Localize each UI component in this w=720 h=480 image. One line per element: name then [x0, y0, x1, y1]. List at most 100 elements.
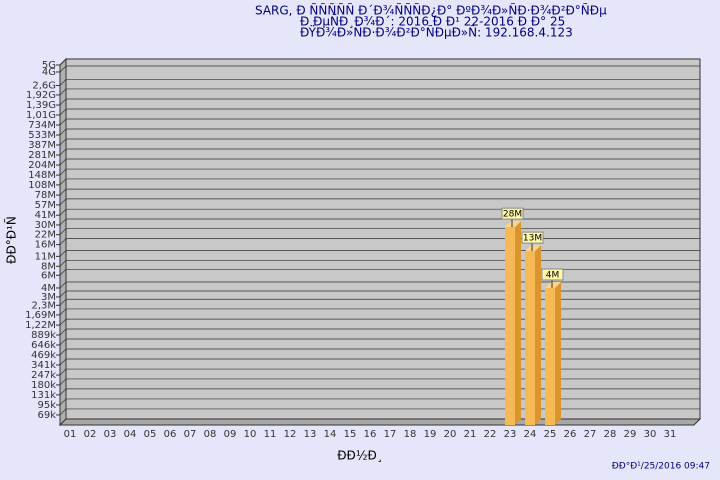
x-tick-label: 23	[504, 429, 517, 440]
value-label: 28M	[503, 210, 522, 220]
grid-line	[59, 358, 67, 366]
y-tick-label: 8M	[41, 261, 56, 272]
grid-line	[59, 228, 67, 235]
bar-top	[525, 245, 541, 252]
grid-line	[59, 188, 67, 196]
x-tick-label: 13	[304, 429, 317, 440]
x-tick-label: 02	[84, 429, 97, 440]
grid-line	[59, 408, 67, 416]
bar	[545, 287, 555, 425]
y-tick-label: 341k	[31, 360, 56, 371]
grid-line	[59, 158, 67, 166]
y-tick-label: 5G	[42, 60, 56, 71]
x-tick-label: 22	[484, 429, 497, 440]
y-tick-label: 646k	[31, 340, 56, 351]
x-tick-label: 28	[604, 429, 617, 440]
y-tick-label: 1,22M	[25, 320, 56, 331]
x-tick-label: 10	[244, 429, 257, 440]
x-tick-label: 01	[64, 429, 77, 440]
x-tick-label: 27	[584, 429, 597, 440]
grid-line	[59, 378, 67, 386]
grid-line	[59, 58, 67, 66]
grid-line	[59, 338, 67, 346]
bar-top	[545, 281, 561, 288]
bar	[505, 227, 515, 425]
y-tick-label: 69k	[37, 410, 56, 421]
x-axis-label: ĐĐ½Đ¸	[337, 449, 383, 463]
value-label-box	[501, 207, 524, 220]
back-panel	[65, 58, 701, 420]
x-tick-label: 26	[564, 429, 577, 440]
grid-line	[59, 260, 67, 267]
y-tick-label: 1,92G	[26, 90, 56, 101]
footer: ĐĐ°Đ¹/25/2016 09:47	[612, 462, 710, 472]
grid-line	[59, 98, 67, 106]
y-tick-label: 469k	[31, 350, 56, 361]
grid-line	[59, 88, 67, 96]
grid-line	[59, 269, 67, 276]
value-label: 4M	[546, 270, 560, 280]
x-tick-label: 20	[444, 429, 457, 440]
x-tick-label: 24	[524, 429, 537, 440]
x-tick-label: 29	[624, 429, 637, 440]
y-tick-label: 247k	[31, 370, 56, 381]
x-tick-label: 14	[324, 429, 337, 440]
grid-line	[59, 238, 67, 245]
bar-side	[535, 245, 541, 425]
x-tick-label: 07	[184, 429, 197, 440]
x-tick-label: 12	[284, 429, 297, 440]
grid-line	[59, 368, 67, 376]
x-tick-label: 16	[364, 429, 377, 440]
x-tick-label: 25	[544, 429, 557, 440]
value-label-box	[541, 268, 564, 281]
x-tick-label: 04	[124, 429, 137, 440]
y-tick-label: 78M	[35, 190, 56, 201]
y-tick-label: 1,69M	[25, 310, 56, 321]
grid-line	[59, 218, 67, 226]
x-tick-label: 19	[424, 429, 437, 440]
x-tick-label: 05	[144, 429, 157, 440]
y-tick-label: 57M	[35, 200, 56, 211]
y-tick-label: 108M	[28, 180, 56, 191]
y-tick-label: 131k	[31, 390, 56, 401]
grid-line	[59, 388, 67, 396]
x-tick-label: 17	[384, 429, 397, 440]
grid-line	[59, 281, 67, 289]
title-line: Đ ĐµÑĐ¸Đ¾Đ´: 2016 Đ Đ¹ 22-2016 Đ Đ° 25	[300, 14, 565, 29]
value-label-box	[521, 231, 544, 244]
grid-line	[59, 328, 67, 336]
title-line: SARG, Đ ÑÑÑÑÑ Đ´Đ¾ÑÑÑĐ¿Đ° ĐºĐ¾Đ»ÑĐ·Đ¾Đ²Đ…	[255, 3, 607, 18]
bar-side	[555, 281, 561, 425]
grid-line	[59, 308, 67, 316]
grid-line	[59, 79, 67, 86]
grid-line	[59, 250, 67, 257]
y-tick-label: 41M	[35, 210, 56, 221]
y-tick-label: 281M	[28, 150, 56, 161]
y-tick-label: 16M	[35, 240, 56, 251]
x-tick-label: 09	[224, 429, 237, 440]
grid-line	[59, 108, 67, 116]
grid-line	[59, 168, 67, 176]
y-tick-label: 11M	[35, 251, 56, 262]
y-tick-label: 4M	[41, 283, 56, 294]
y-axis-label: ĐĐ°Đ¹Ñ	[4, 216, 19, 264]
grid-line	[59, 208, 67, 216]
x-tick-label: 03	[104, 429, 117, 440]
floor	[58, 418, 702, 426]
y-tick-label: 180k	[31, 380, 56, 391]
grid-line	[59, 398, 67, 406]
y-tick-label: 6M	[41, 270, 56, 281]
grid-line	[59, 198, 67, 206]
x-tick-label: 15	[344, 429, 357, 440]
y-tick-label: 2,6G	[32, 80, 56, 91]
x-tick-label: 11	[264, 429, 277, 440]
title-line: ĐŸĐ¾Đ»ÑĐ·Đ¾Đ²Đ°ÑĐµĐ»Ñ: 192.168.4.123	[300, 25, 573, 40]
grid-line	[59, 128, 67, 136]
grid-line	[59, 348, 67, 356]
y-tick-label: 4G	[42, 67, 56, 78]
y-tick-label: 2,3M	[31, 300, 56, 311]
y-tick-label: 734M	[28, 120, 56, 131]
y-tick-label: 1,39G	[26, 100, 56, 111]
y-tick-label: 95k	[37, 400, 56, 411]
